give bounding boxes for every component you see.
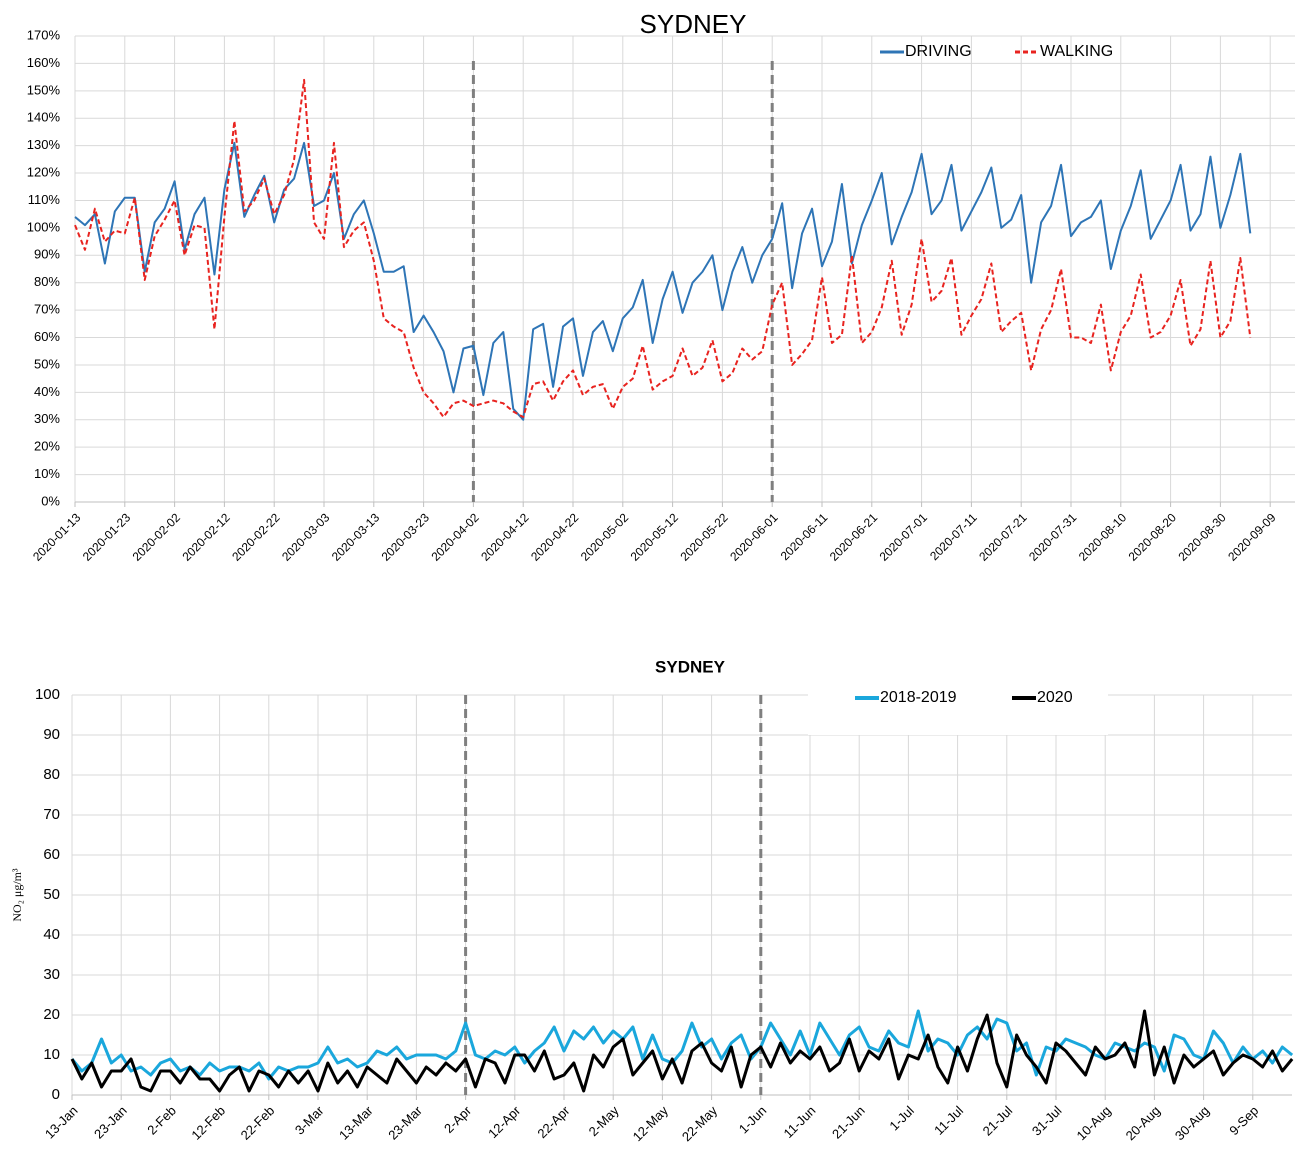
x-tick-label: 12-May [630, 1103, 672, 1145]
x-tick-label: 12-Apr [485, 1102, 524, 1141]
y-tick-label: 40% [34, 384, 60, 399]
x-tick-label: 23-Jan [91, 1103, 130, 1142]
x-tick-label: 13-Jan [42, 1103, 81, 1142]
x-tick-label: 2020-03-23 [379, 510, 433, 564]
legend-label: 2020 [1037, 689, 1073, 706]
x-tick-label: 2020-01-23 [80, 510, 134, 564]
x-tick-label: 2020-04-22 [528, 510, 582, 564]
y-tick-label: 140% [27, 110, 61, 125]
y-axis-label: NO₂ μg/m³ [10, 868, 24, 922]
x-tick-label: 2020-07-11 [927, 510, 980, 563]
x-tick-label: 2-Feb [144, 1103, 179, 1138]
y-tick-label: 80% [34, 274, 60, 289]
y-tick-label: 10% [34, 466, 60, 481]
data-line [70, 1009, 1294, 1093]
x-tick-label: 20-Aug [1123, 1103, 1163, 1143]
x-tick-label: 2020-05-12 [628, 510, 682, 564]
y-tick-label: 120% [27, 164, 61, 179]
x-tick-label: 2020-08-30 [1175, 510, 1229, 564]
x-tick-label: 1-Jul [886, 1103, 917, 1134]
x-tick-label: 2020-02-22 [229, 510, 283, 564]
y-tick-label: 110% [28, 192, 61, 207]
y-tick-label: 30 [43, 966, 60, 983]
x-tick-label: 2020-06-01 [727, 510, 781, 564]
y-tick-label: 150% [27, 82, 61, 97]
x-tick-label: 31-Jul [1029, 1103, 1065, 1139]
y-tick-label: 0% [41, 493, 60, 508]
x-tick-label: 2020-07-01 [877, 510, 931, 564]
x-tick-label: 1-Jun [736, 1103, 770, 1137]
y-tick-label: 130% [27, 137, 61, 152]
y-tick-label: 80 [43, 766, 60, 783]
y-tick-label: 30% [34, 411, 60, 426]
y-tick-label: 100% [27, 219, 61, 234]
x-tick-label: 22-Feb [238, 1103, 278, 1143]
y-tick-label: 90% [34, 247, 60, 262]
x-tick-label: 2020-06-21 [827, 510, 881, 564]
x-tick-label: 22-May [679, 1103, 721, 1145]
x-tick-label: 2020-03-13 [329, 510, 383, 564]
y-tick-label: 20% [34, 439, 60, 454]
x-tick-label: 11-Jul [931, 1103, 966, 1138]
x-tick-label: 2020-04-02 [428, 510, 482, 564]
x-tick-label: 13-Mar [336, 1102, 376, 1142]
x-tick-label: 2-May [586, 1103, 622, 1139]
legend-background [808, 683, 1108, 735]
y-tick-label: 90 [43, 726, 60, 743]
y-tick-label: 70 [43, 806, 60, 823]
y-tick-label: 40 [43, 926, 60, 943]
x-tick-label: 2020-09-09 [1225, 510, 1279, 564]
y-tick-label: 60% [34, 329, 60, 344]
y-tick-label: 70% [34, 302, 60, 317]
y-tick-label: 50% [34, 356, 60, 371]
x-tick-label: 9-Sep [1226, 1103, 1261, 1138]
y-tick-label: 60 [43, 846, 60, 863]
x-tick-label: 2020-02-12 [179, 510, 233, 564]
x-tick-label: 10-Aug [1074, 1103, 1114, 1143]
data-line [74, 141, 1252, 421]
legend-label: WALKING [1040, 43, 1113, 60]
data-line [70, 1009, 1294, 1081]
x-tick-label: 2020-06-11 [778, 510, 831, 563]
x-tick-label: 2020-07-21 [976, 510, 1030, 564]
x-tick-label: 2020-04-12 [478, 510, 532, 564]
legend-label: DRIVING [905, 43, 972, 60]
x-tick-label: 21-Jul [980, 1103, 1016, 1139]
x-tick-label: 22-Apr [534, 1102, 573, 1141]
x-tick-label: 23-Mar [385, 1102, 425, 1142]
x-tick-label: 30-Aug [1172, 1103, 1212, 1143]
chart-title: SYDNEY [640, 9, 747, 39]
chart-title: SYDNEY [655, 657, 726, 676]
y-tick-label: 160% [27, 55, 61, 70]
y-tick-label: 100 [35, 686, 60, 703]
x-tick-label: 11-Jun [781, 1103, 819, 1141]
x-tick-label: 2020-05-02 [578, 510, 632, 564]
y-tick-label: 170% [27, 27, 61, 42]
data-line [74, 78, 1252, 419]
x-tick-label: 2020-05-22 [677, 510, 731, 564]
x-tick-label: 21-Jun [829, 1103, 868, 1142]
x-tick-label: 12-Feb [188, 1103, 228, 1143]
x-tick-label: 2020-02-02 [130, 510, 184, 564]
x-tick-label: 3-Mar [292, 1102, 327, 1137]
x-tick-label: 2-Apr [441, 1102, 475, 1136]
x-tick-label: 2020-08-20 [1126, 510, 1180, 564]
y-tick-label: 20 [43, 1006, 60, 1023]
x-tick-label: 2020-08-10 [1076, 510, 1130, 564]
legend-label: 2018-2019 [880, 689, 957, 706]
x-tick-label: 2020-07-31 [1026, 510, 1080, 564]
y-tick-label: 10 [43, 1046, 60, 1063]
x-tick-label: 2020-01-13 [30, 510, 84, 564]
y-tick-label: 0 [52, 1086, 60, 1103]
x-tick-label: 2020-03-03 [279, 510, 333, 564]
y-tick-label: 50 [43, 886, 60, 903]
